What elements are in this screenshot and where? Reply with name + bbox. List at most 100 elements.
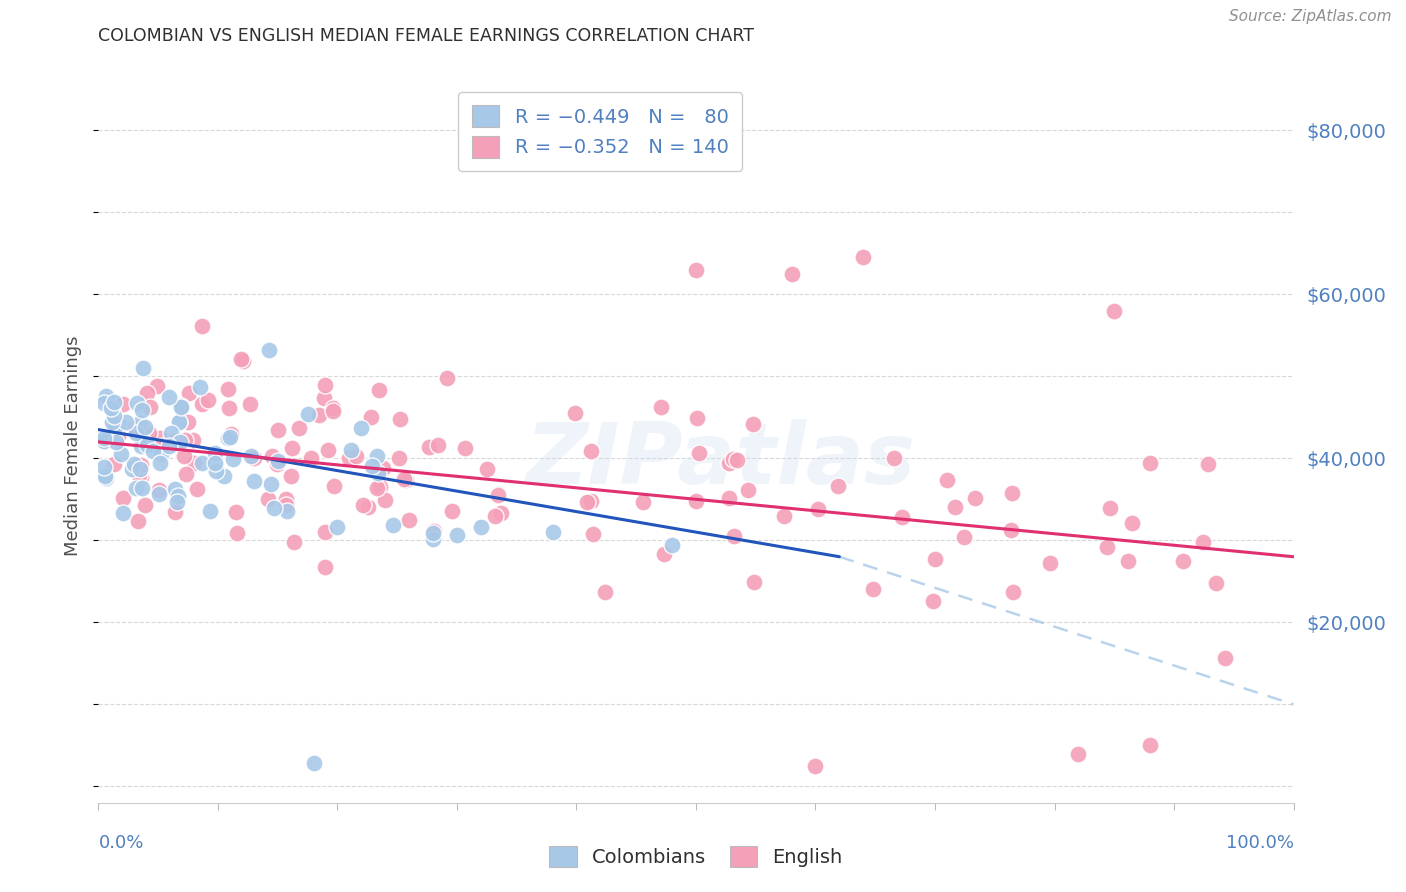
Point [166, 495, 188, 509]
Point [159, 425, 181, 440]
Point [280, 442, 302, 456]
Point [685, 262, 707, 277]
Point [129, 458, 152, 472]
Point [772, 508, 794, 523]
Point [326, 519, 349, 533]
Point [257, 491, 280, 506]
Point [398, 512, 420, 526]
Point [94, 388, 117, 402]
Point [564, 406, 586, 420]
Point [150, 439, 173, 453]
Point [346, 449, 368, 463]
Point [953, 530, 976, 544]
Point [148, 456, 170, 470]
Point [685, 493, 707, 508]
Point [721, 452, 744, 467]
Point [541, 525, 564, 540]
Point [862, 582, 884, 597]
Point [381, 517, 404, 532]
Point [243, 474, 266, 488]
Point [128, 468, 150, 483]
Point [150, 447, 173, 461]
Point [418, 441, 440, 455]
Point [395, 473, 418, 487]
Point [93, 434, 115, 448]
Point [243, 451, 266, 466]
Point [267, 453, 290, 467]
Point [1213, 650, 1236, 665]
Point [322, 404, 344, 418]
Point [1192, 535, 1215, 549]
Point [141, 443, 163, 458]
Point [1095, 540, 1118, 554]
Point [360, 409, 382, 424]
Point [1039, 556, 1062, 570]
Point [177, 415, 200, 429]
Point [718, 456, 741, 470]
Point [257, 343, 280, 357]
Point [125, 481, 148, 495]
Point [780, 267, 803, 281]
Point [239, 397, 262, 411]
Point [100, 428, 122, 442]
Point [350, 421, 373, 435]
Point [1171, 554, 1194, 568]
Point [129, 439, 152, 453]
Point [314, 378, 336, 392]
Point [107, 416, 129, 430]
Point [804, 759, 827, 773]
Point [159, 439, 181, 453]
Point [1116, 554, 1139, 568]
Point [297, 407, 319, 421]
Point [936, 473, 959, 487]
Point [219, 430, 242, 444]
Point [314, 525, 336, 540]
Point [121, 462, 143, 476]
Text: 100.0%: 100.0% [1226, 834, 1294, 852]
Point [174, 467, 197, 481]
Point [1205, 575, 1227, 590]
Point [274, 491, 297, 506]
Point [146, 378, 169, 392]
Point [181, 433, 204, 447]
Point [200, 504, 222, 518]
Point [717, 491, 740, 505]
Point [167, 415, 190, 429]
Point [229, 352, 252, 367]
Point [581, 527, 603, 541]
Point [322, 401, 344, 416]
Point [807, 501, 830, 516]
Point [661, 538, 683, 552]
Point [1001, 585, 1024, 599]
Point [232, 354, 254, 368]
Point [1102, 303, 1125, 318]
Point [441, 504, 464, 518]
Point [374, 493, 396, 508]
Point [170, 399, 193, 413]
Point [470, 520, 492, 534]
Point [827, 478, 849, 492]
Point [204, 445, 226, 459]
Point [392, 472, 415, 486]
Legend: Colombians, English: Colombians, English [541, 838, 851, 875]
Point [1121, 516, 1143, 530]
Point [127, 514, 149, 528]
Point [650, 400, 672, 414]
Point [191, 397, 214, 411]
Point [299, 450, 322, 465]
Point [276, 504, 298, 518]
Point [188, 380, 211, 394]
Point [688, 446, 710, 460]
Text: ZIPatlas: ZIPatlas [524, 418, 915, 502]
Point [110, 447, 132, 461]
Point [112, 397, 135, 411]
Point [1000, 523, 1022, 537]
Point [100, 401, 122, 416]
Point [1139, 739, 1161, 753]
Point [169, 435, 191, 450]
Point [366, 482, 388, 496]
Point [454, 442, 477, 456]
Point [725, 453, 748, 467]
Point [742, 417, 765, 431]
Point [366, 449, 388, 463]
